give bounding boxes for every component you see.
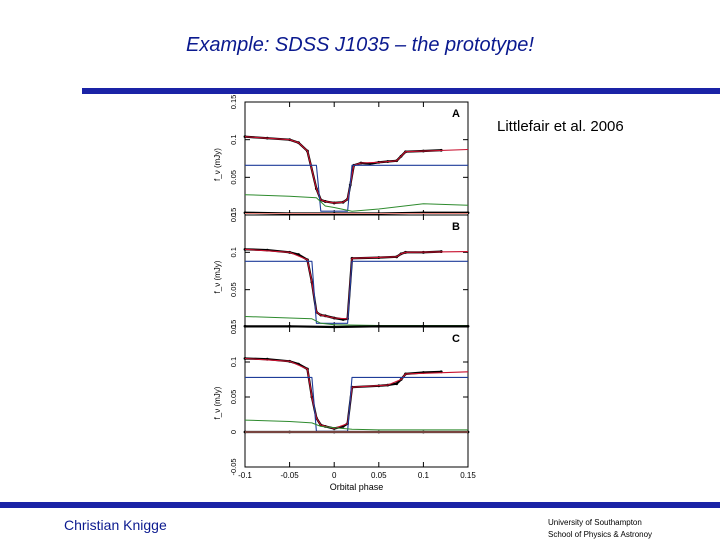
x-tick-label: -0.05: [280, 471, 299, 480]
series-white-dwarf: [245, 376, 468, 432]
panel-label: B: [452, 221, 460, 233]
panel-label: A: [452, 108, 460, 120]
panel-a: 0 0.05 0.1 0.15 f_ν (mJy) A: [213, 95, 470, 217]
series-white-dwarf: [245, 164, 468, 212]
data-point: [243, 135, 247, 139]
series-data: [244, 135, 442, 205]
series-model: [244, 136, 469, 204]
panel-frame: [244, 326, 469, 468]
series-data: [244, 248, 442, 321]
y-tick-label: 0.1: [229, 134, 238, 144]
panel-frame: [244, 101, 469, 216]
y-tick-label: 0.1: [229, 357, 238, 367]
footer-affiliation-line2: School of Physics & Astronoy: [548, 530, 653, 539]
y-tick-label: 0.05: [229, 282, 238, 297]
series-disc: [244, 194, 469, 212]
y-tick-label: 0.1: [229, 247, 238, 257]
y-axis-label: f_ν (mJy): [213, 260, 222, 293]
series-model: [244, 357, 469, 430]
series-model: [244, 248, 469, 320]
footer-divider: [0, 502, 720, 508]
series-white-dwarf: [245, 260, 468, 324]
panel-c: -0.05 0 0.05 0.1 0.15 f_ν (mJy) C: [213, 320, 470, 476]
y-tick-label: 0.15: [229, 320, 238, 335]
panel-frame: [244, 214, 469, 328]
x-tick-label: 0.15: [460, 471, 476, 480]
slide-title: Example: SDSS J1035 – the prototype!: [186, 34, 534, 56]
light-curve-figure: 0 0.05 0.1 0.15 f_ν (mJy) A 0 0.05 0.1 0.15 f_ν (m…: [213, 95, 476, 492]
series-disc: [244, 316, 468, 326]
y-tick-label: 0.05: [229, 170, 238, 185]
citation: Littlefair et al. 2006: [497, 118, 624, 135]
data-point: [395, 382, 399, 386]
footer-affiliation: University of Southampton School of Phys…: [548, 517, 652, 541]
x-axis-label: Orbital phase: [330, 482, 384, 492]
footer-affiliation-line1: University of Southampton: [548, 518, 642, 527]
footer-author: Christian Knigge: [64, 517, 167, 533]
y-tick-label: 0: [229, 213, 238, 217]
y-tick-label: -0.05: [229, 458, 238, 475]
header-divider: [82, 88, 720, 94]
x-tick-label: 0: [332, 471, 337, 480]
y-tick-label: 0.05: [229, 390, 238, 405]
panel-b: 0 0.05 0.1 0.15 f_ν (mJy) B: [213, 208, 470, 329]
y-tick-label: 0: [229, 325, 238, 329]
y-axis-label: f_ν (mJy): [213, 148, 222, 181]
y-tick-label: 0.15: [229, 95, 238, 110]
y-tick-label: 0.15: [229, 208, 238, 223]
x-tick-label: -0.1: [238, 471, 252, 480]
x-tick-label: 0.1: [418, 471, 430, 480]
panel-label: C: [452, 333, 460, 345]
series-data: [244, 357, 442, 430]
x-tick-label: 0.05: [371, 471, 387, 480]
y-axis-label: f_ν (mJy): [213, 386, 222, 419]
series-disc: [244, 419, 468, 431]
y-tick-label: 0: [229, 430, 238, 434]
